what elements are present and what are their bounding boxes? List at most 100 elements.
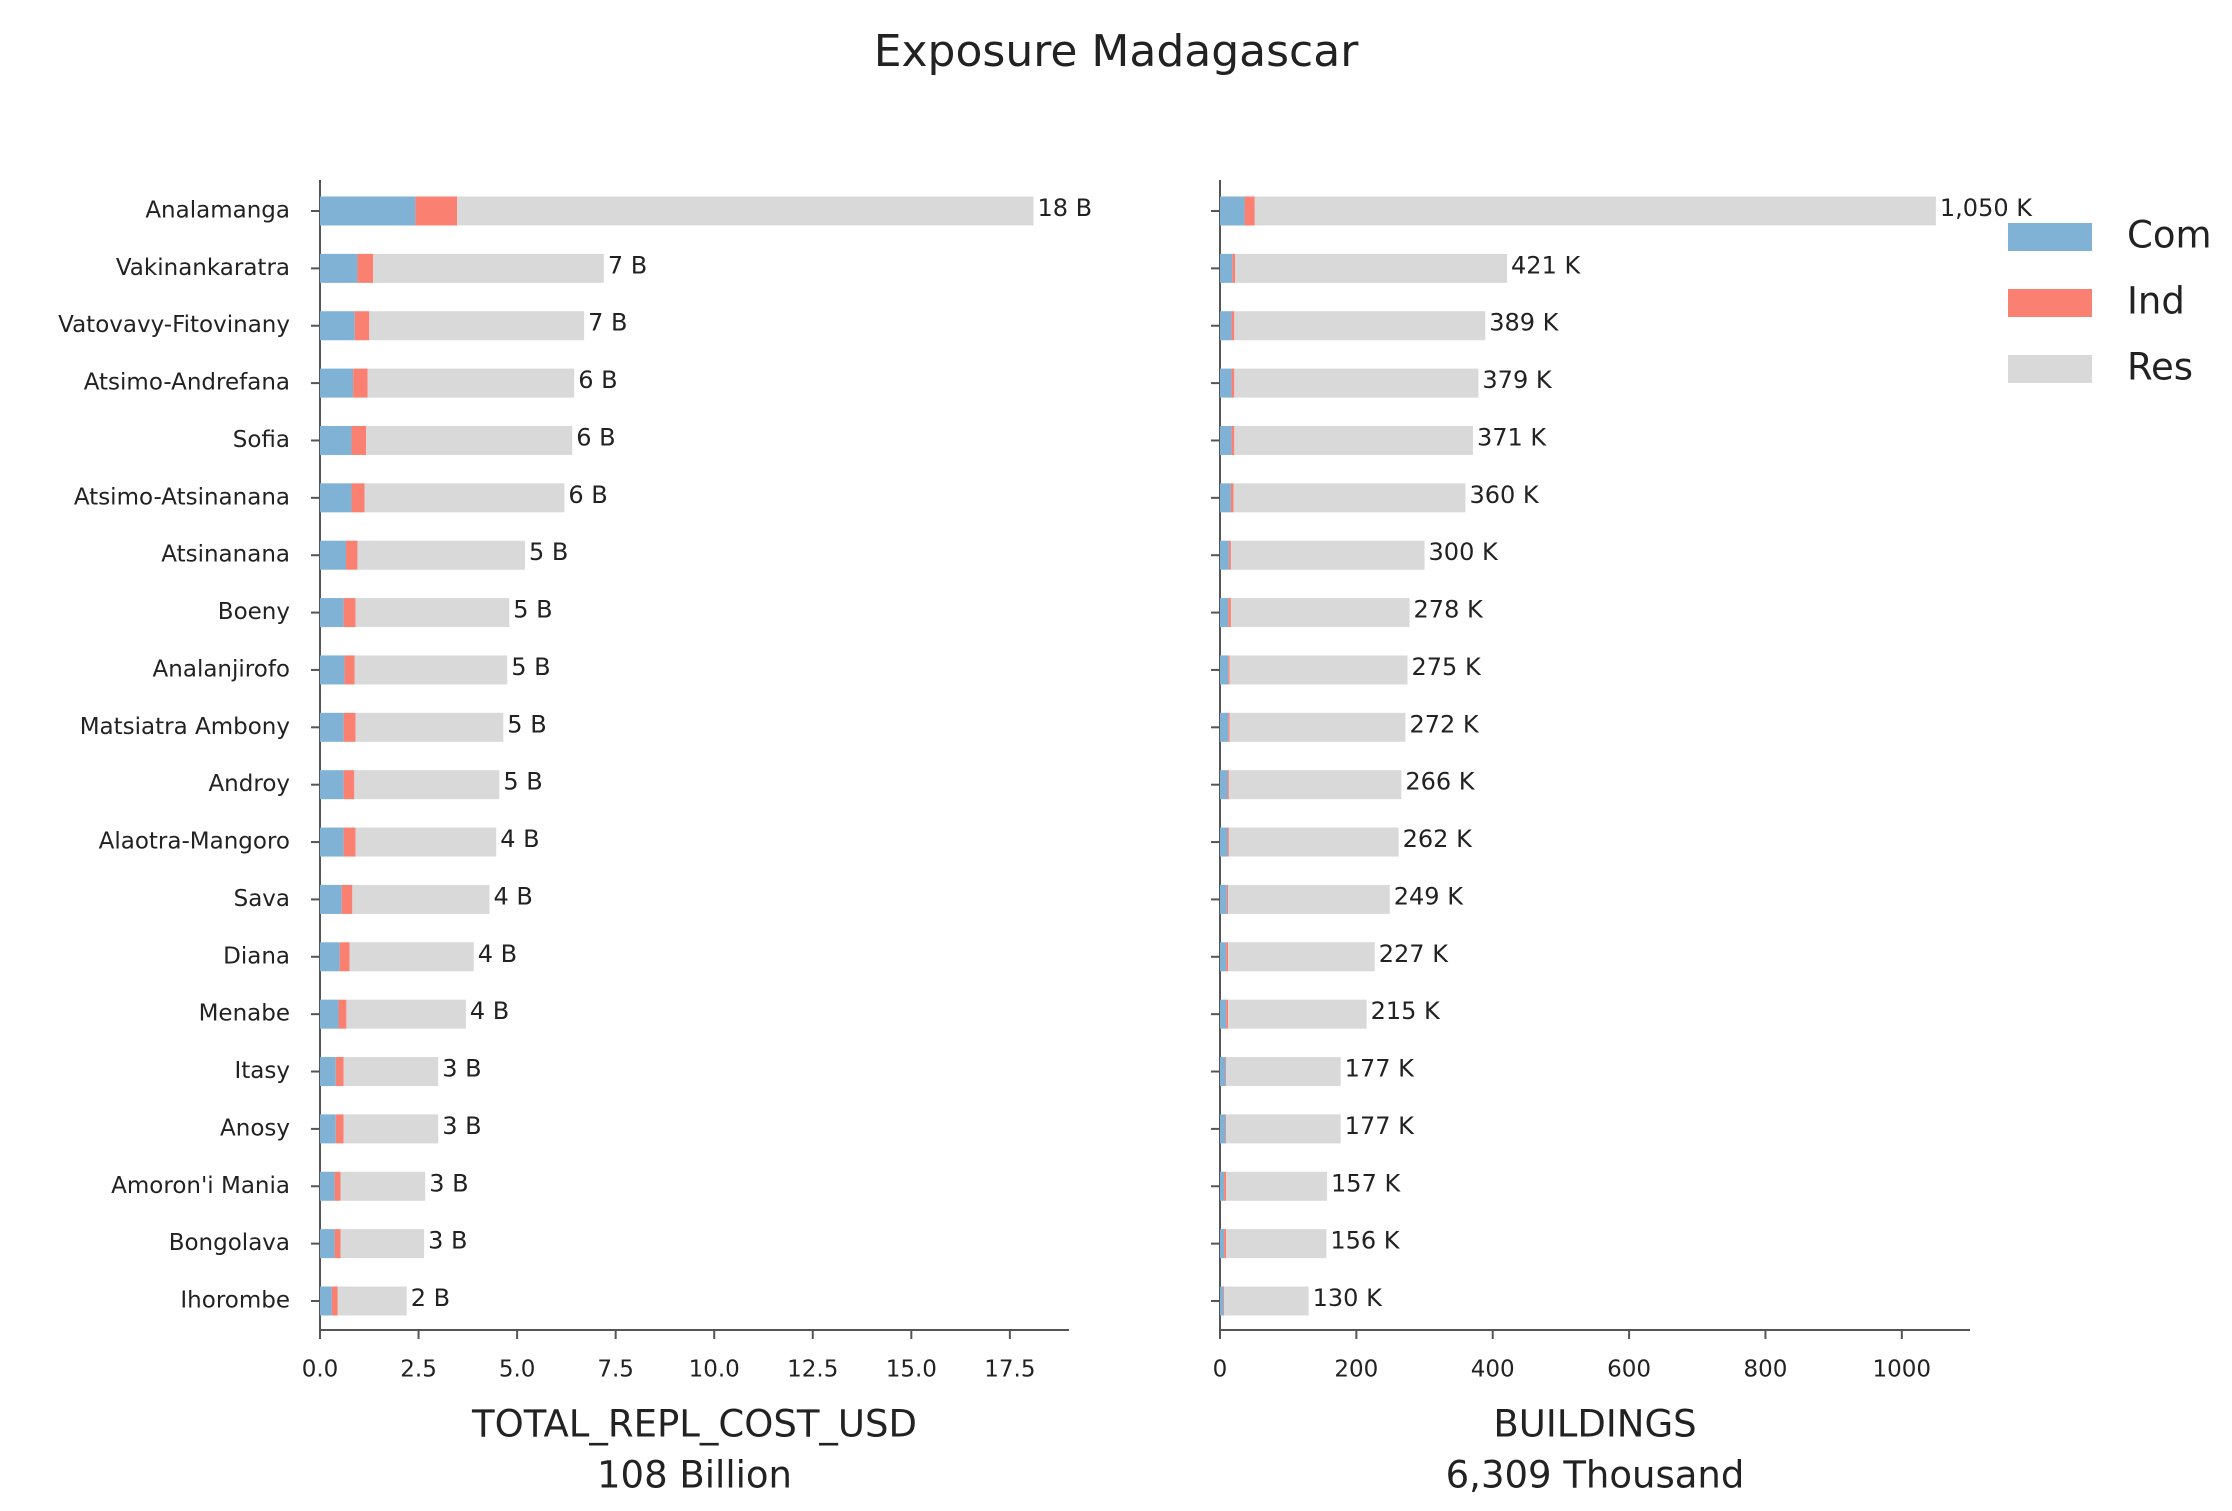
total-label: 3 B bbox=[442, 1112, 481, 1140]
y-tick-label: Atsimo-Atsinanana bbox=[74, 484, 290, 510]
total-label: 3 B bbox=[442, 1055, 481, 1083]
total-label: 7 B bbox=[588, 309, 627, 337]
bar-segment bbox=[1226, 1114, 1341, 1144]
bar-segment bbox=[1220, 368, 1232, 398]
bar-segment bbox=[1226, 884, 1229, 914]
y-tick-label: Ihorombe bbox=[180, 1288, 290, 1314]
bar-segment bbox=[1230, 483, 1234, 513]
x-axis-label: BUILDINGS bbox=[1493, 1403, 1696, 1446]
bar-segment bbox=[320, 598, 344, 628]
bar-segment bbox=[1233, 483, 1466, 513]
bar-segment bbox=[1234, 311, 1486, 341]
bar-segment bbox=[1231, 425, 1235, 455]
y-tick-label: Alaotra-Mangoro bbox=[99, 829, 290, 855]
total-label: 5 B bbox=[511, 653, 550, 681]
bar-segment bbox=[334, 1229, 341, 1259]
bar-segment bbox=[1228, 598, 1231, 628]
y-tick-label: Bongolava bbox=[169, 1230, 290, 1256]
bar-segment bbox=[320, 1057, 336, 1087]
bar-segment bbox=[1227, 770, 1229, 800]
total-label: 156 K bbox=[1330, 1227, 1400, 1255]
bar-segment bbox=[1220, 1114, 1226, 1144]
bar-segment bbox=[1220, 770, 1228, 800]
total-label: 177 K bbox=[1345, 1055, 1415, 1083]
bar-segment bbox=[340, 1229, 425, 1259]
bar-segment bbox=[1231, 311, 1235, 341]
bar-segment bbox=[353, 368, 368, 398]
bar-segment bbox=[457, 196, 1034, 226]
y-tick-label: Diana bbox=[223, 943, 290, 969]
bar-segment bbox=[1225, 1057, 1227, 1087]
y-tick-label: Amoron'i Mania bbox=[111, 1173, 290, 1199]
x-tick-label: 0 bbox=[1213, 1357, 1228, 1383]
bar-segment bbox=[1227, 827, 1229, 857]
bar-segment bbox=[320, 1286, 332, 1316]
bar-segment bbox=[1220, 655, 1229, 685]
bar-segment bbox=[1228, 884, 1390, 914]
bar-segment bbox=[354, 311, 370, 341]
bar-segment bbox=[1220, 942, 1227, 972]
bar-segment bbox=[337, 1286, 407, 1316]
total-label: 2 B bbox=[411, 1284, 450, 1312]
bar-segment bbox=[366, 425, 573, 455]
total-label: 130 K bbox=[1313, 1284, 1383, 1312]
bar-segment bbox=[341, 884, 353, 914]
bar-segment bbox=[339, 942, 350, 972]
bar-segment bbox=[343, 712, 356, 742]
x-tick-label: 400 bbox=[1471, 1357, 1515, 1383]
bar-segment bbox=[320, 712, 344, 742]
bar-segment bbox=[1235, 253, 1508, 283]
bar-segment bbox=[1228, 655, 1230, 685]
bar-segment bbox=[1220, 425, 1232, 455]
bar-segment bbox=[355, 712, 504, 742]
x-tick-label: 800 bbox=[1744, 1357, 1788, 1383]
legend-label: Com bbox=[2127, 214, 2212, 257]
bar-segment bbox=[1228, 942, 1375, 972]
bar-segment bbox=[1220, 1171, 1225, 1201]
total-label: 18 B bbox=[1038, 194, 1093, 222]
bar-segment bbox=[320, 1171, 335, 1201]
bar-segment bbox=[343, 1057, 439, 1087]
y-tick-label: Atsinanana bbox=[161, 542, 290, 568]
bar-segment bbox=[369, 311, 585, 341]
y-tick-label: Matsiatra Ambony bbox=[80, 714, 290, 740]
bar-segment bbox=[351, 425, 367, 455]
bar-segment bbox=[1220, 884, 1227, 914]
bar-segment bbox=[1228, 770, 1402, 800]
y-tick-label: Analanjirofo bbox=[153, 656, 290, 682]
y-tick-label: Vakinankaratra bbox=[116, 255, 290, 281]
total-label: 3 B bbox=[429, 1169, 468, 1197]
bar-segment bbox=[346, 540, 358, 570]
x-tick-label: 0.0 bbox=[302, 1357, 339, 1383]
y-tick-label: Sava bbox=[234, 886, 290, 912]
x-tick-label: 2.5 bbox=[400, 1357, 437, 1383]
bar-segment bbox=[1224, 1229, 1227, 1259]
total-label: 4 B bbox=[500, 825, 539, 853]
bar-segment bbox=[349, 942, 474, 972]
bar-segment bbox=[1231, 368, 1235, 398]
y-tick-label: Sofia bbox=[233, 427, 290, 453]
bar-segment bbox=[331, 1286, 338, 1316]
bar-segment bbox=[343, 598, 356, 628]
total-label: 389 K bbox=[1489, 309, 1559, 337]
bar-segment bbox=[320, 425, 352, 455]
total-label: 4 B bbox=[494, 882, 533, 910]
total-label: 300 K bbox=[1429, 538, 1499, 566]
bar-segment bbox=[415, 196, 458, 226]
total-label: 177 K bbox=[1345, 1112, 1415, 1140]
bar-segment bbox=[320, 770, 344, 800]
y-tick-label: Itasy bbox=[235, 1058, 291, 1084]
bar-segment bbox=[1234, 368, 1479, 398]
bar-segment bbox=[1229, 655, 1408, 685]
x-axis-label: 108 Billion bbox=[597, 1454, 792, 1497]
x-tick-label: 1000 bbox=[1873, 1357, 1932, 1383]
bar-segment bbox=[340, 1171, 426, 1201]
bar-segment bbox=[320, 311, 355, 341]
total-label: 249 K bbox=[1394, 882, 1464, 910]
bar-segment bbox=[320, 368, 354, 398]
bar-segment bbox=[1220, 1057, 1226, 1087]
bar-segment bbox=[320, 540, 347, 570]
total-label: 227 K bbox=[1379, 940, 1449, 968]
total-label: 262 K bbox=[1403, 825, 1473, 853]
